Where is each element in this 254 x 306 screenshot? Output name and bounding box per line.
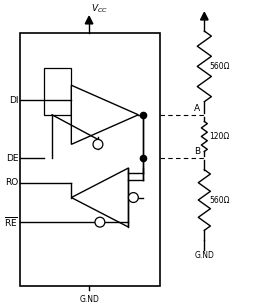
Polygon shape — [201, 12, 208, 20]
Text: 560Ω: 560Ω — [209, 62, 230, 71]
Circle shape — [95, 217, 105, 227]
Text: RO: RO — [5, 178, 18, 187]
Text: 560Ω: 560Ω — [209, 196, 230, 204]
Text: $V_{CC}$: $V_{CC}$ — [91, 3, 108, 15]
Text: DE: DE — [6, 154, 18, 162]
Circle shape — [93, 140, 103, 149]
Polygon shape — [71, 85, 138, 144]
Text: G.ND: G.ND — [79, 295, 99, 304]
Text: A: A — [194, 104, 200, 113]
Circle shape — [129, 192, 138, 203]
Text: B: B — [194, 147, 200, 156]
Bar — [20, 33, 160, 286]
Polygon shape — [71, 168, 129, 227]
Text: DI: DI — [9, 95, 18, 105]
Text: G.ND: G.ND — [194, 251, 214, 260]
Bar — [44, 68, 71, 115]
Text: 120Ω: 120Ω — [209, 132, 230, 141]
Text: $\overline{\rm RE}$: $\overline{\rm RE}$ — [4, 215, 18, 229]
Polygon shape — [85, 16, 93, 24]
